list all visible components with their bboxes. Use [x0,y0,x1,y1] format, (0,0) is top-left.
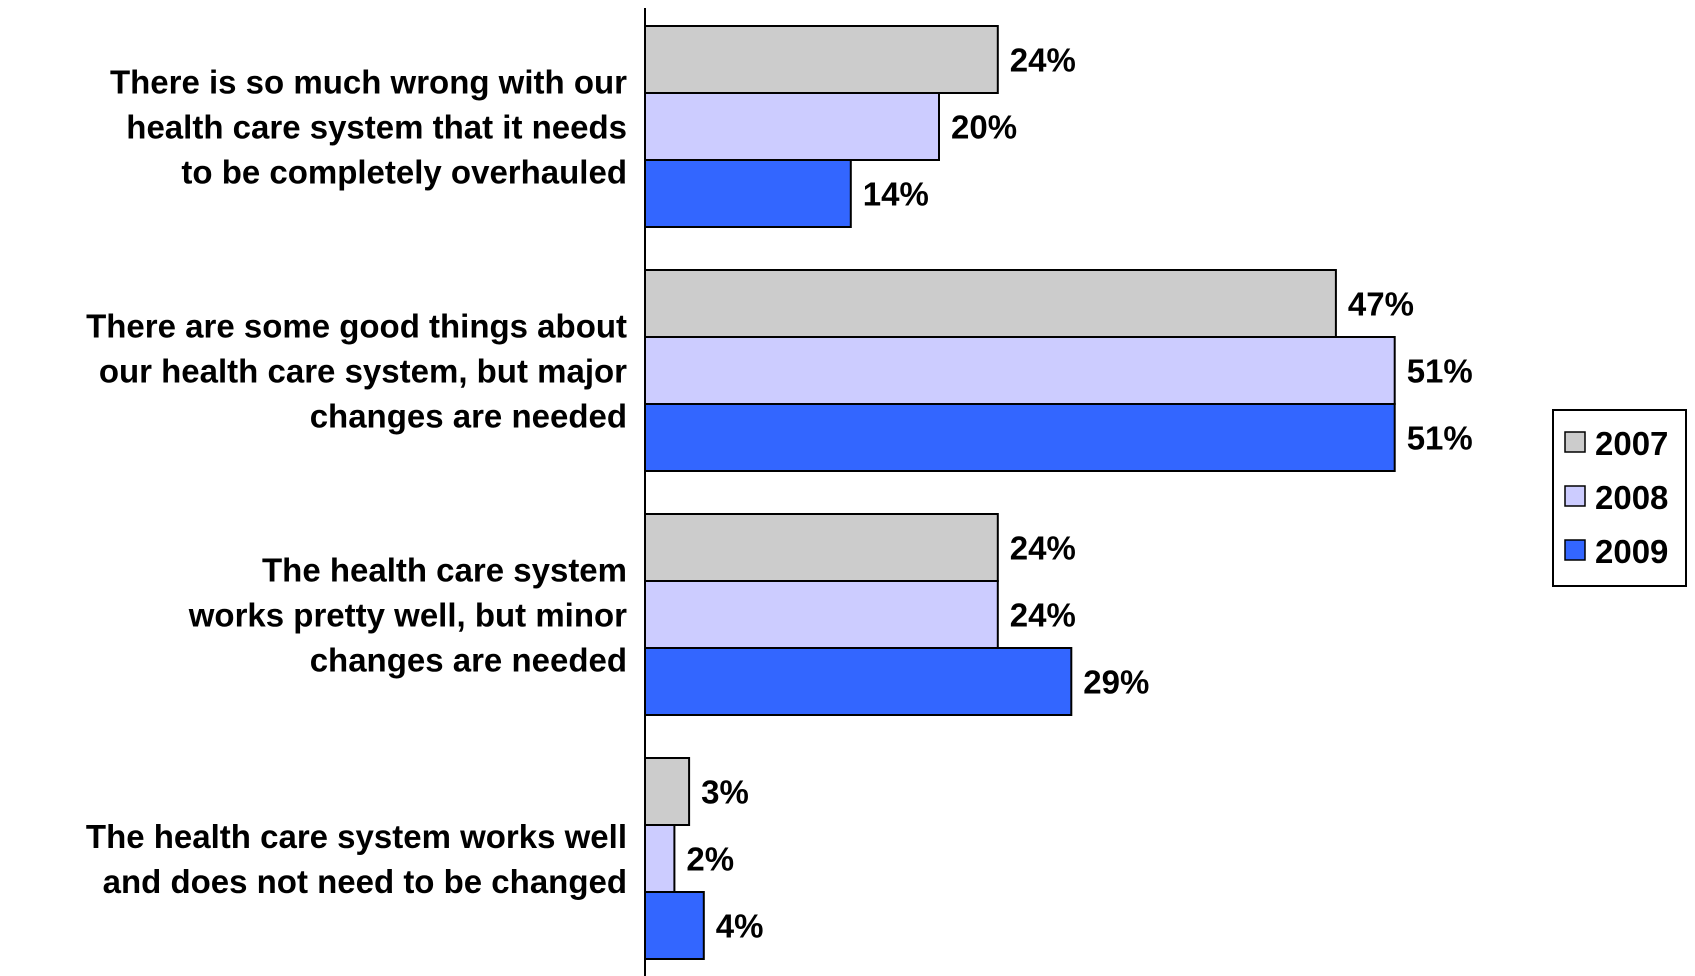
value-label-2009-category-4: 4% [716,908,764,945]
bars-group [644,25,1396,960]
value-labels-group: 24%20%14%47%51%51%24%24%29%3%2%4% [686,42,1472,945]
bar-2007-category-1 [644,25,999,94]
bar-2009-category-2 [644,403,1396,472]
category-label-2-line-2: our health care system, but major [99,353,627,390]
legend: 2007 2008 2009 [1552,409,1687,587]
bar-2008-category-3 [644,580,999,649]
legend-label-2008: 2008 [1595,479,1668,516]
legend-swatch-2009 [1564,539,1586,561]
bar-2007-category-3 [644,513,999,582]
category-label-1-line-3: to be completely overhauled [181,154,627,191]
value-label-2008-category-1: 20% [951,109,1017,146]
value-label-2007-category-2: 47% [1348,286,1414,323]
category-label-1-line-2: health care system that it needs [126,109,627,146]
category-label-1-line-1: There is so much wrong with our [110,64,627,101]
bar-2008-category-1 [644,92,940,161]
category-label-2-line-1: There are some good things about [86,308,627,345]
bar-2009-category-4 [644,891,705,960]
bar-2007-category-4 [644,757,691,826]
category-labels-group: There is so much wrong with our health ca… [86,64,627,901]
category-label-3-line-1: The health care system [262,552,627,589]
category-label-2-line-3: changes are needed [310,398,627,435]
legend-label-2007: 2007 [1595,425,1668,462]
legend-swatch-2007 [1564,431,1586,453]
value-label-2008-category-2: 51% [1407,353,1473,390]
bar-2009-category-3 [644,647,1073,716]
value-label-2008-category-3: 24% [1010,597,1076,634]
bar-2008-category-2 [644,336,1396,405]
legend-label-2009: 2009 [1595,533,1668,570]
value-label-2009-category-1: 14% [863,176,929,213]
value-label-2009-category-3: 29% [1083,664,1149,701]
bar-2009-category-1 [644,159,852,228]
bar-2008-category-4 [644,824,676,893]
legend-swatch-2008 [1564,485,1586,507]
category-label-4-line-2: and does not need to be changed [103,863,627,900]
value-label-2009-category-2: 51% [1407,420,1473,457]
bar-2007-category-2 [644,269,1337,338]
category-label-4-line-1: The health care system works well [86,818,627,855]
category-label-3-line-3: changes are needed [310,642,627,679]
value-label-2007-category-1: 24% [1010,42,1076,79]
value-label-2007-category-4: 3% [701,774,749,811]
category-label-3-line-2: works pretty well, but minor [188,597,627,634]
value-label-2008-category-4: 2% [686,841,734,878]
value-label-2007-category-3: 24% [1010,530,1076,567]
